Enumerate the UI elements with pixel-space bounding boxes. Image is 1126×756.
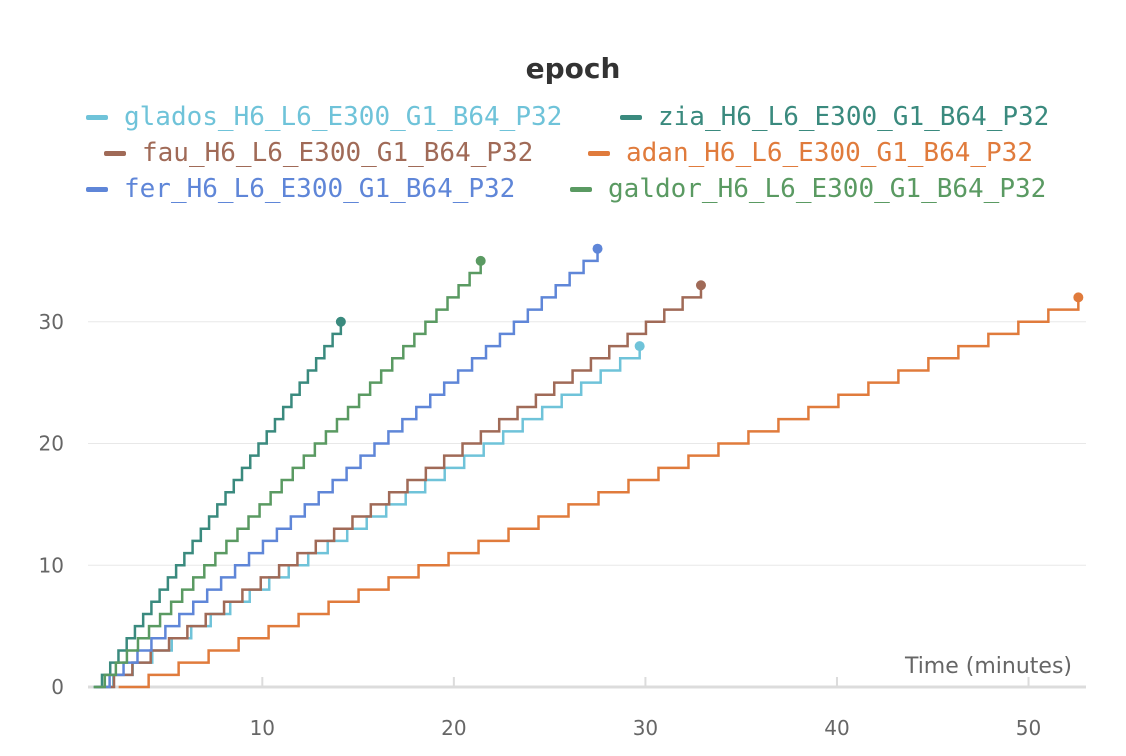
- legend-label: glados_H6_L6_E300_G1_B64_P32: [124, 102, 563, 132]
- x-tick-label: 20: [441, 716, 466, 740]
- x-tick-label: 40: [824, 716, 849, 740]
- series-line: [95, 285, 703, 689]
- series-end-point: [1073, 292, 1084, 303]
- legend-swatch: [104, 150, 126, 156]
- series-end-point: [475, 255, 486, 266]
- chart-title: epoch: [525, 52, 621, 85]
- x-tick-label: 30: [633, 716, 658, 740]
- legend-label: fer_H6_L6_E300_G1_B64_P32: [124, 174, 516, 204]
- x-tick-label: 50: [1016, 716, 1041, 740]
- legend-item[interactable]: fer_H6_L6_E300_G1_B64_P32: [86, 174, 515, 204]
- y-tick-label: 0: [51, 675, 64, 699]
- series-line: [95, 248, 599, 689]
- chart-legend: glados_H6_L6_E300_G1_B64_P32 zia_H6_L6_E3…: [0, 0, 1126, 210]
- legend-label: galdor_H6_L6_E300_G1_B64_P32: [608, 174, 1047, 204]
- x-axis-title: Time (minutes): [904, 654, 1072, 679]
- y-tick-label: 10: [39, 553, 64, 577]
- legend-swatch: [86, 186, 108, 192]
- series-end-point: [592, 243, 603, 254]
- series-line: [93, 260, 482, 689]
- series-line: [118, 297, 1080, 689]
- series-end-point: [695, 280, 706, 291]
- legend-swatch: [570, 186, 592, 192]
- legend-item[interactable]: adan_H6_L6_E300_G1_B64_P32: [588, 138, 1033, 168]
- legend-swatch: [588, 150, 610, 156]
- series-line: [93, 321, 343, 689]
- series-end-point: [634, 341, 645, 352]
- legend-label: zia_H6_L6_E300_G1_B64_P32: [658, 102, 1050, 132]
- x-tick-label: 10: [250, 716, 275, 740]
- y-tick-label: 20: [39, 432, 64, 456]
- y-tick-label: 30: [39, 310, 64, 334]
- legend-item[interactable]: glados_H6_L6_E300_G1_B64_P32: [86, 102, 562, 132]
- legend-label: fau_H6_L6_E300_G1_B64_P32: [142, 138, 534, 168]
- legend-label: adan_H6_L6_E300_G1_B64_P32: [626, 138, 1033, 168]
- legend-item[interactable]: zia_H6_L6_E300_G1_B64_P32: [620, 102, 1049, 132]
- series-end-point: [335, 316, 346, 327]
- legend-item[interactable]: galdor_H6_L6_E300_G1_B64_P32: [570, 174, 1046, 204]
- legend-swatch: [620, 114, 642, 120]
- legend-item[interactable]: fau_H6_L6_E300_G1_B64_P32: [104, 138, 533, 168]
- legend-swatch: [86, 114, 108, 120]
